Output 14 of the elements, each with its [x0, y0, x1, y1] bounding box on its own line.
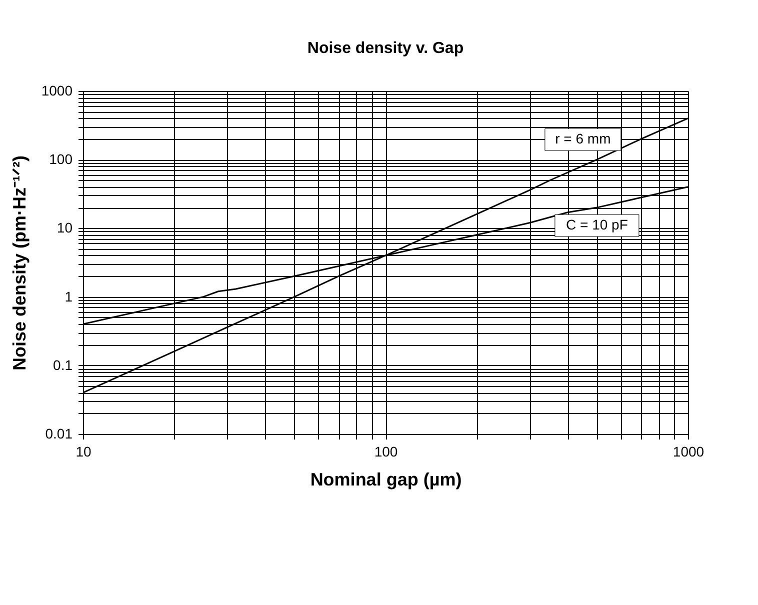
x-tick-label: 100 [374, 444, 398, 460]
chart-title: Noise density v. Gap [307, 40, 464, 57]
x-tick-label: 1000 [672, 444, 704, 460]
x-tick-label: 10 [76, 444, 92, 460]
y-axis-title: Noise density (pm·Hz⁻¹ᐟ²) [9, 155, 30, 371]
y-tick-label: 1000 [41, 82, 73, 98]
y-tick-label: 100 [49, 151, 73, 168]
series-label: C = 10 pF [566, 216, 628, 233]
x-axis-title: Nominal gap (µm) [310, 470, 462, 490]
y-tick-label: 10 [56, 220, 73, 236]
y-tick-label: 0.01 [45, 426, 73, 442]
series-label: r = 6 mm [555, 130, 611, 147]
y-tick-label: 0.1 [53, 356, 73, 373]
y-tick-label: 1 [64, 288, 73, 304]
